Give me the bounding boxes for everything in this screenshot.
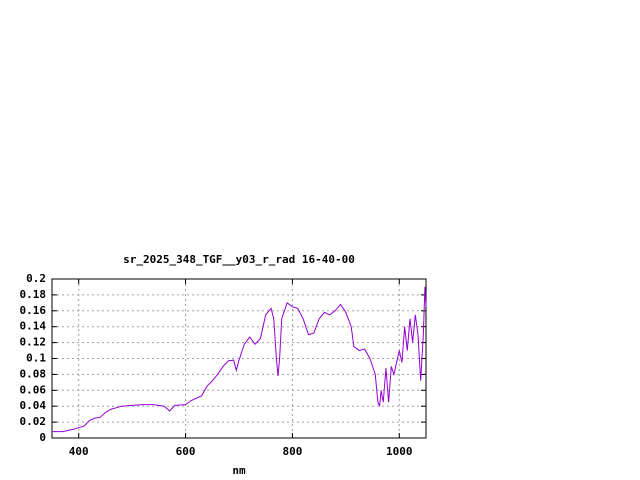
x-tick-label: 800 (282, 445, 302, 458)
data-line (52, 286, 427, 433)
y-tick-label: 0.12 (20, 336, 47, 349)
x-axis-label: nm (232, 464, 246, 477)
y-tick-label: 0.1 (26, 352, 46, 365)
y-tick-label: 0.2 (26, 272, 46, 285)
y-tick-label: 0.14 (20, 320, 47, 333)
y-tick-label: 0 (39, 431, 46, 444)
y-tick-label: 0.16 (20, 304, 47, 317)
y-tick-label: 0.02 (20, 415, 47, 428)
x-tick-label: 400 (69, 445, 89, 458)
y-tick-label: 0.04 (20, 399, 47, 412)
plot-border (51, 278, 427, 439)
y-tick-label: 0.06 (20, 383, 47, 396)
y-tick-label: 0.18 (20, 288, 47, 301)
chart-title: sr_2025_348_TGF__y03_r_rad 16-40-00 (123, 253, 355, 266)
y-tick-label: 0.08 (20, 367, 47, 380)
x-tick-label: 600 (176, 445, 196, 458)
x-tick-label: 1000 (386, 445, 413, 458)
